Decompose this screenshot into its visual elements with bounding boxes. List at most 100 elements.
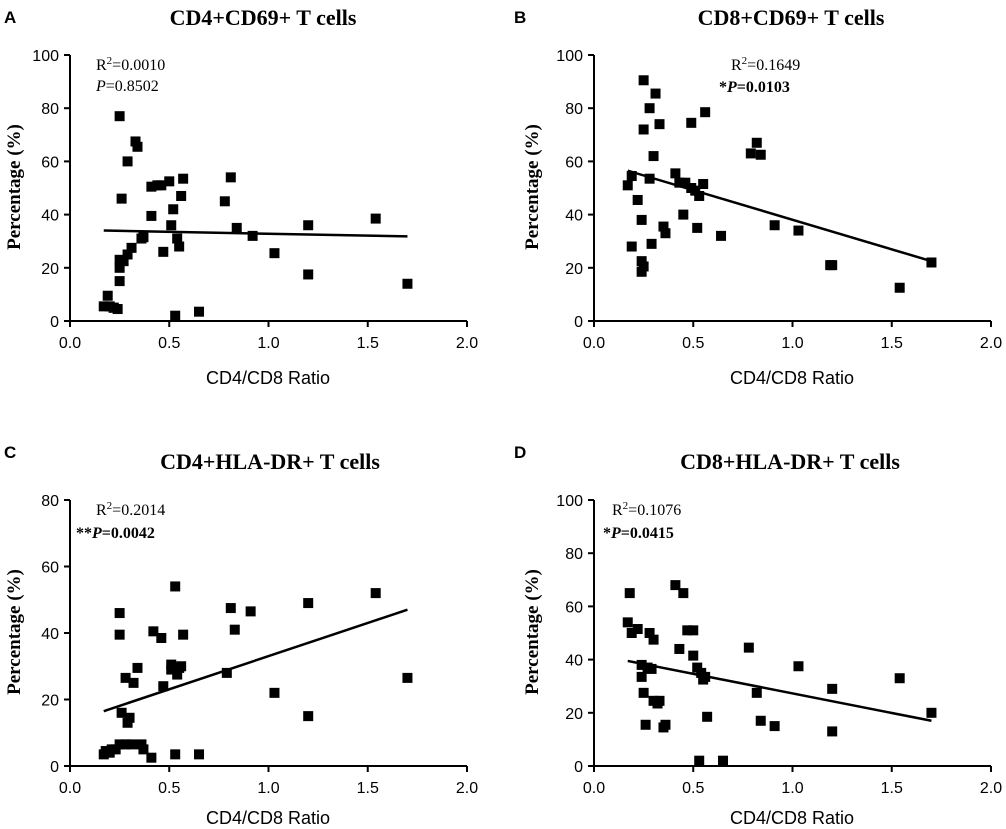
x-tick-label-c-0: 0.0 bbox=[59, 780, 81, 797]
data-point-a-24 bbox=[164, 176, 175, 187]
data-point-b-22 bbox=[686, 117, 697, 128]
y-tick-label-c-2: 40 bbox=[41, 626, 59, 643]
data-point-d-7 bbox=[640, 719, 651, 730]
data-point-a-16 bbox=[132, 141, 143, 152]
r2-stat-d: R2=0.1076 bbox=[612, 500, 681, 519]
data-point-b-3 bbox=[632, 194, 643, 205]
y-tick-label-d-2: 40 bbox=[565, 653, 583, 670]
data-point-a-9 bbox=[114, 276, 125, 287]
data-point-c-18 bbox=[146, 752, 157, 763]
chart-title-b: CD8+CD69+ T cells bbox=[698, 5, 885, 30]
data-point-d-34 bbox=[793, 661, 804, 672]
data-point-a-15 bbox=[130, 136, 141, 147]
data-point-b-33 bbox=[769, 220, 780, 231]
x-tick-label-b-4: 2.0 bbox=[980, 335, 1002, 352]
data-point-b-6 bbox=[636, 266, 647, 277]
data-point-a-36 bbox=[247, 230, 258, 241]
x-tick-label-d-2: 1.0 bbox=[781, 780, 803, 797]
data-point-c-28 bbox=[176, 661, 187, 672]
data-point-a-1 bbox=[102, 290, 113, 301]
points-a bbox=[98, 111, 413, 321]
x-tick-label-d-1: 0.5 bbox=[682, 780, 704, 797]
ticks-d: 0.0 0.5 1.0 1.5 2.0 0 20 40 60 80 100 bbox=[556, 493, 1002, 797]
data-point-c-38 bbox=[370, 588, 381, 599]
data-point-b-38 bbox=[926, 257, 937, 268]
data-point-c-13 bbox=[126, 739, 137, 750]
data-point-c-32 bbox=[225, 603, 236, 614]
chart-title-d: CD8+HLA-DR+ T cells bbox=[680, 449, 900, 474]
points-d bbox=[622, 580, 937, 766]
data-point-b-31 bbox=[751, 137, 762, 148]
data-point-c-37 bbox=[303, 598, 314, 609]
y-axis-label-d: Percentage (%) bbox=[522, 569, 543, 695]
panel-c: C CD4+HLA-DR+ T cells Percentage (%) CD4… bbox=[4, 443, 478, 828]
data-point-b-18 bbox=[670, 168, 681, 179]
data-point-d-28 bbox=[702, 711, 713, 722]
y-tick-label-a-2: 40 bbox=[41, 208, 59, 225]
data-point-d-20 bbox=[682, 625, 693, 636]
data-point-c-26 bbox=[172, 669, 183, 680]
data-point-a-35 bbox=[231, 222, 242, 233]
data-point-b-1 bbox=[626, 241, 637, 252]
data-point-c-31 bbox=[221, 667, 232, 678]
data-point-d-1 bbox=[624, 588, 635, 599]
x-tick-label-b-2: 1.0 bbox=[781, 335, 803, 352]
y-tick-label-a-1: 20 bbox=[41, 261, 59, 278]
data-point-b-7 bbox=[638, 261, 649, 272]
data-point-d-22 bbox=[688, 650, 699, 661]
regression-line-d bbox=[627, 659, 932, 723]
regression-line-c bbox=[103, 608, 408, 713]
data-point-b-11 bbox=[644, 173, 655, 184]
data-point-b-20 bbox=[678, 209, 689, 220]
regression-line-b bbox=[627, 169, 932, 263]
data-point-a-14 bbox=[126, 242, 137, 253]
data-point-a-26 bbox=[168, 204, 179, 215]
data-point-b-13 bbox=[648, 151, 659, 162]
ticks-b: 0.0 0.5 1.0 1.5 2.0 0 20 40 60 80 100 bbox=[556, 48, 1002, 352]
x-axis-label-b: CD4/CD8 Ratio bbox=[730, 368, 854, 388]
x-tick-label-a-0: 0.0 bbox=[59, 335, 81, 352]
x-tick-label-a-1: 0.5 bbox=[158, 335, 180, 352]
data-point-a-10 bbox=[116, 193, 127, 204]
data-point-b-30 bbox=[745, 148, 756, 159]
data-point-a-5 bbox=[112, 304, 123, 315]
data-point-c-10 bbox=[120, 672, 131, 683]
data-point-b-27 bbox=[698, 179, 709, 190]
data-point-b-29 bbox=[716, 230, 727, 241]
data-point-d-14 bbox=[654, 695, 665, 706]
data-point-c-30 bbox=[194, 749, 205, 760]
points-b bbox=[622, 75, 937, 293]
data-point-c-34 bbox=[245, 606, 256, 617]
data-point-c-9 bbox=[120, 739, 131, 750]
data-point-c-36 bbox=[303, 711, 314, 722]
data-point-b-36 bbox=[827, 260, 838, 271]
data-point-d-31 bbox=[751, 687, 762, 698]
data-point-b-12 bbox=[646, 238, 657, 249]
data-point-b-15 bbox=[654, 119, 665, 130]
points-c bbox=[98, 581, 413, 763]
data-point-d-5 bbox=[636, 671, 647, 682]
x-tick-label-a-2: 1.0 bbox=[257, 335, 279, 352]
data-point-a-6 bbox=[114, 111, 125, 122]
x-axis-label-c: CD4/CD8 Ratio bbox=[206, 808, 330, 828]
y-axis-label-a: Percentage (%) bbox=[4, 124, 25, 250]
data-point-a-31 bbox=[178, 173, 189, 184]
y-tick-label-d-4: 80 bbox=[565, 546, 583, 563]
data-point-a-40 bbox=[370, 213, 381, 224]
data-point-a-39 bbox=[303, 269, 314, 280]
data-point-a-18 bbox=[138, 232, 149, 243]
y-tick-label-d-1: 20 bbox=[565, 706, 583, 723]
y-tick-label-b-2: 40 bbox=[565, 208, 583, 225]
data-point-d-9 bbox=[644, 628, 655, 638]
data-point-d-0 bbox=[622, 617, 633, 628]
data-point-c-25 bbox=[170, 749, 181, 760]
data-point-c-5 bbox=[114, 739, 125, 750]
y-tick-label-c-3: 60 bbox=[41, 560, 59, 577]
x-tick-label-b-1: 0.5 bbox=[682, 335, 704, 352]
data-point-b-25 bbox=[692, 222, 703, 233]
data-point-d-16 bbox=[660, 719, 671, 730]
r2-stat-b: R2=0.1649 bbox=[731, 55, 800, 74]
r2-stat-c: R2=0.2014 bbox=[96, 500, 165, 519]
data-point-d-24 bbox=[694, 755, 705, 766]
data-point-b-0 bbox=[622, 180, 633, 191]
